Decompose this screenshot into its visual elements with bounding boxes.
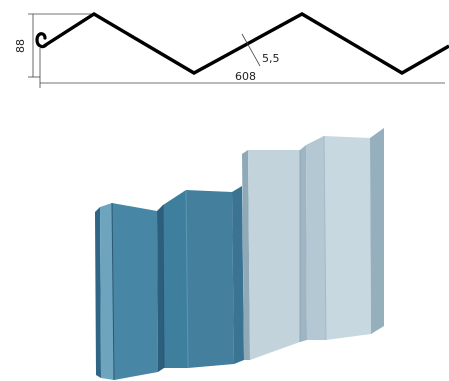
dark-sheet-pile — [95, 186, 244, 381]
thickness-label: 5,5 — [262, 52, 280, 65]
width-label: 608 — [235, 70, 256, 83]
height-label: 88 — [14, 39, 27, 53]
interlock-hook-icon — [35, 32, 48, 49]
sheet-pile-render — [95, 128, 384, 381]
thickness-leader — [241, 33, 261, 67]
light-sheet-pile — [242, 128, 384, 360]
profile-line — [43, 12, 449, 75]
profile-cross-section: 88 5,5 608 — [14, 12, 449, 88]
